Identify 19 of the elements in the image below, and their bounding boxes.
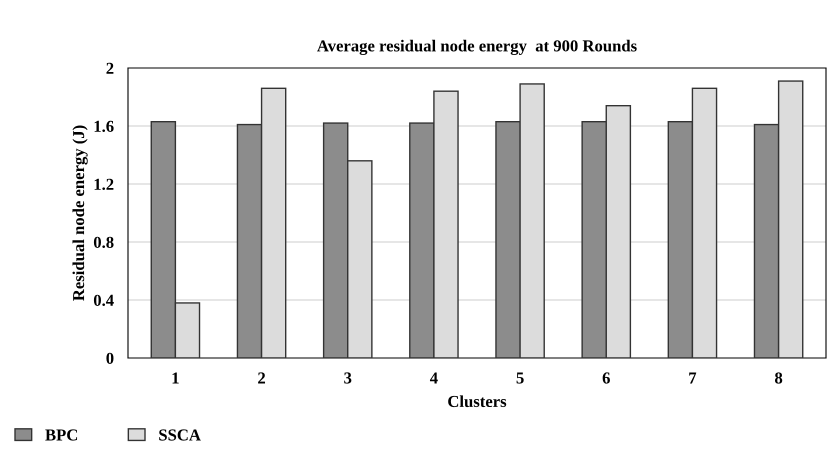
y-tick-label: 2	[106, 62, 114, 74]
x-tick-label: 8	[774, 372, 782, 384]
y-tick-label: 0.4	[94, 294, 114, 306]
x-tick-label: 7	[689, 372, 696, 384]
x-axis-title: Clusters	[448, 395, 506, 408]
chart-title: Average residual node energy at 900 Rounds	[317, 40, 637, 56]
x-tick-label: 5	[516, 372, 524, 384]
legend-label: BPC	[45, 429, 78, 441]
x-tick-label: 2	[258, 372, 266, 384]
x-tick-label: 4	[430, 372, 438, 384]
y-tick-label: 1.6	[94, 120, 114, 132]
y-tick-label: 0.8	[94, 236, 114, 248]
y-tick-label: 1.2	[94, 178, 114, 190]
x-tick-label: 3	[344, 372, 352, 384]
x-tick-label: 6	[602, 372, 610, 384]
y-axis-title: Residual node energy (J)	[72, 126, 88, 301]
y-tick-label: 0	[106, 352, 114, 364]
legend-label: SSCA	[159, 429, 201, 441]
x-tick-label: 1	[172, 372, 179, 384]
